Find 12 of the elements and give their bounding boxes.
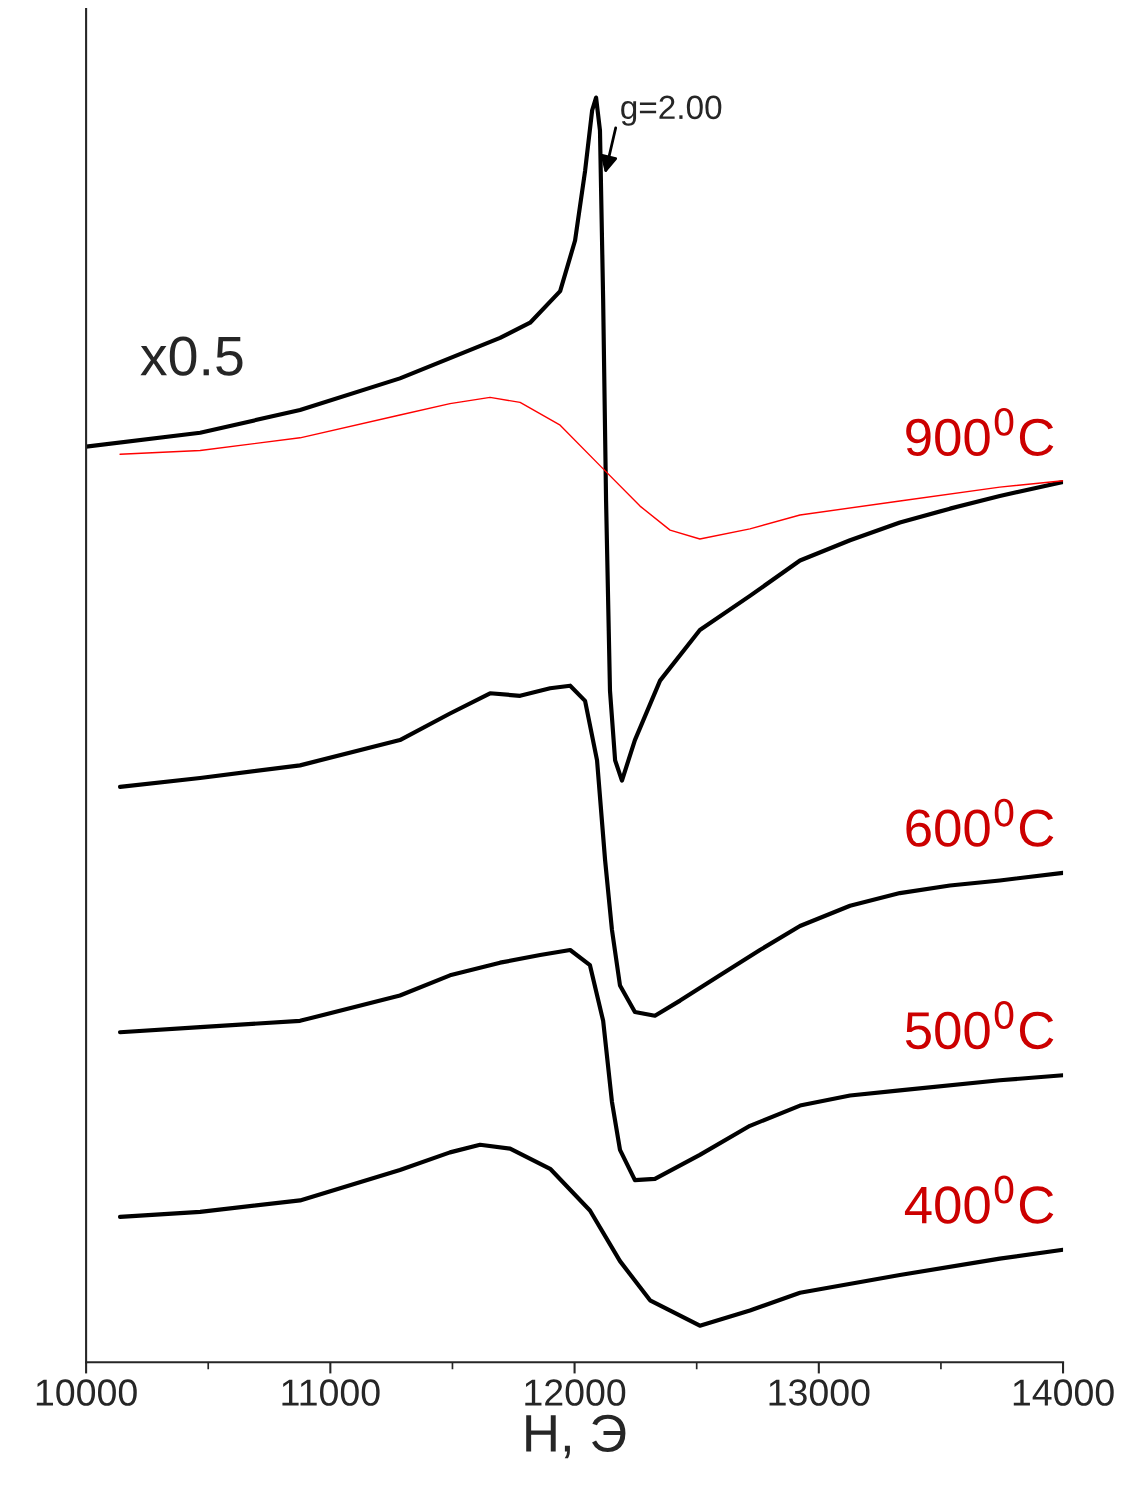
x-tick-label: 12000 [525, 1379, 626, 1406]
x-tick-label: 13000 [769, 1379, 870, 1406]
series-label: 600$^{0}$C [906, 798, 1054, 847]
x-axis-title: H, Э [526, 1414, 626, 1459]
series-label: 500$^{0}$C [905, 1001, 1054, 1050]
x-tick-label: 10000 [36, 1379, 137, 1406]
x-tick-label: 11000 [282, 1379, 380, 1406]
annotation: g=2.00 [621, 95, 722, 126]
series-label: 900$^{0}$C [906, 407, 1054, 457]
series-label: 400$^{0}$C [904, 1175, 1054, 1224]
x-tick-label: 14000 [1013, 1379, 1114, 1406]
annotation: x0.5 [140, 336, 243, 376]
